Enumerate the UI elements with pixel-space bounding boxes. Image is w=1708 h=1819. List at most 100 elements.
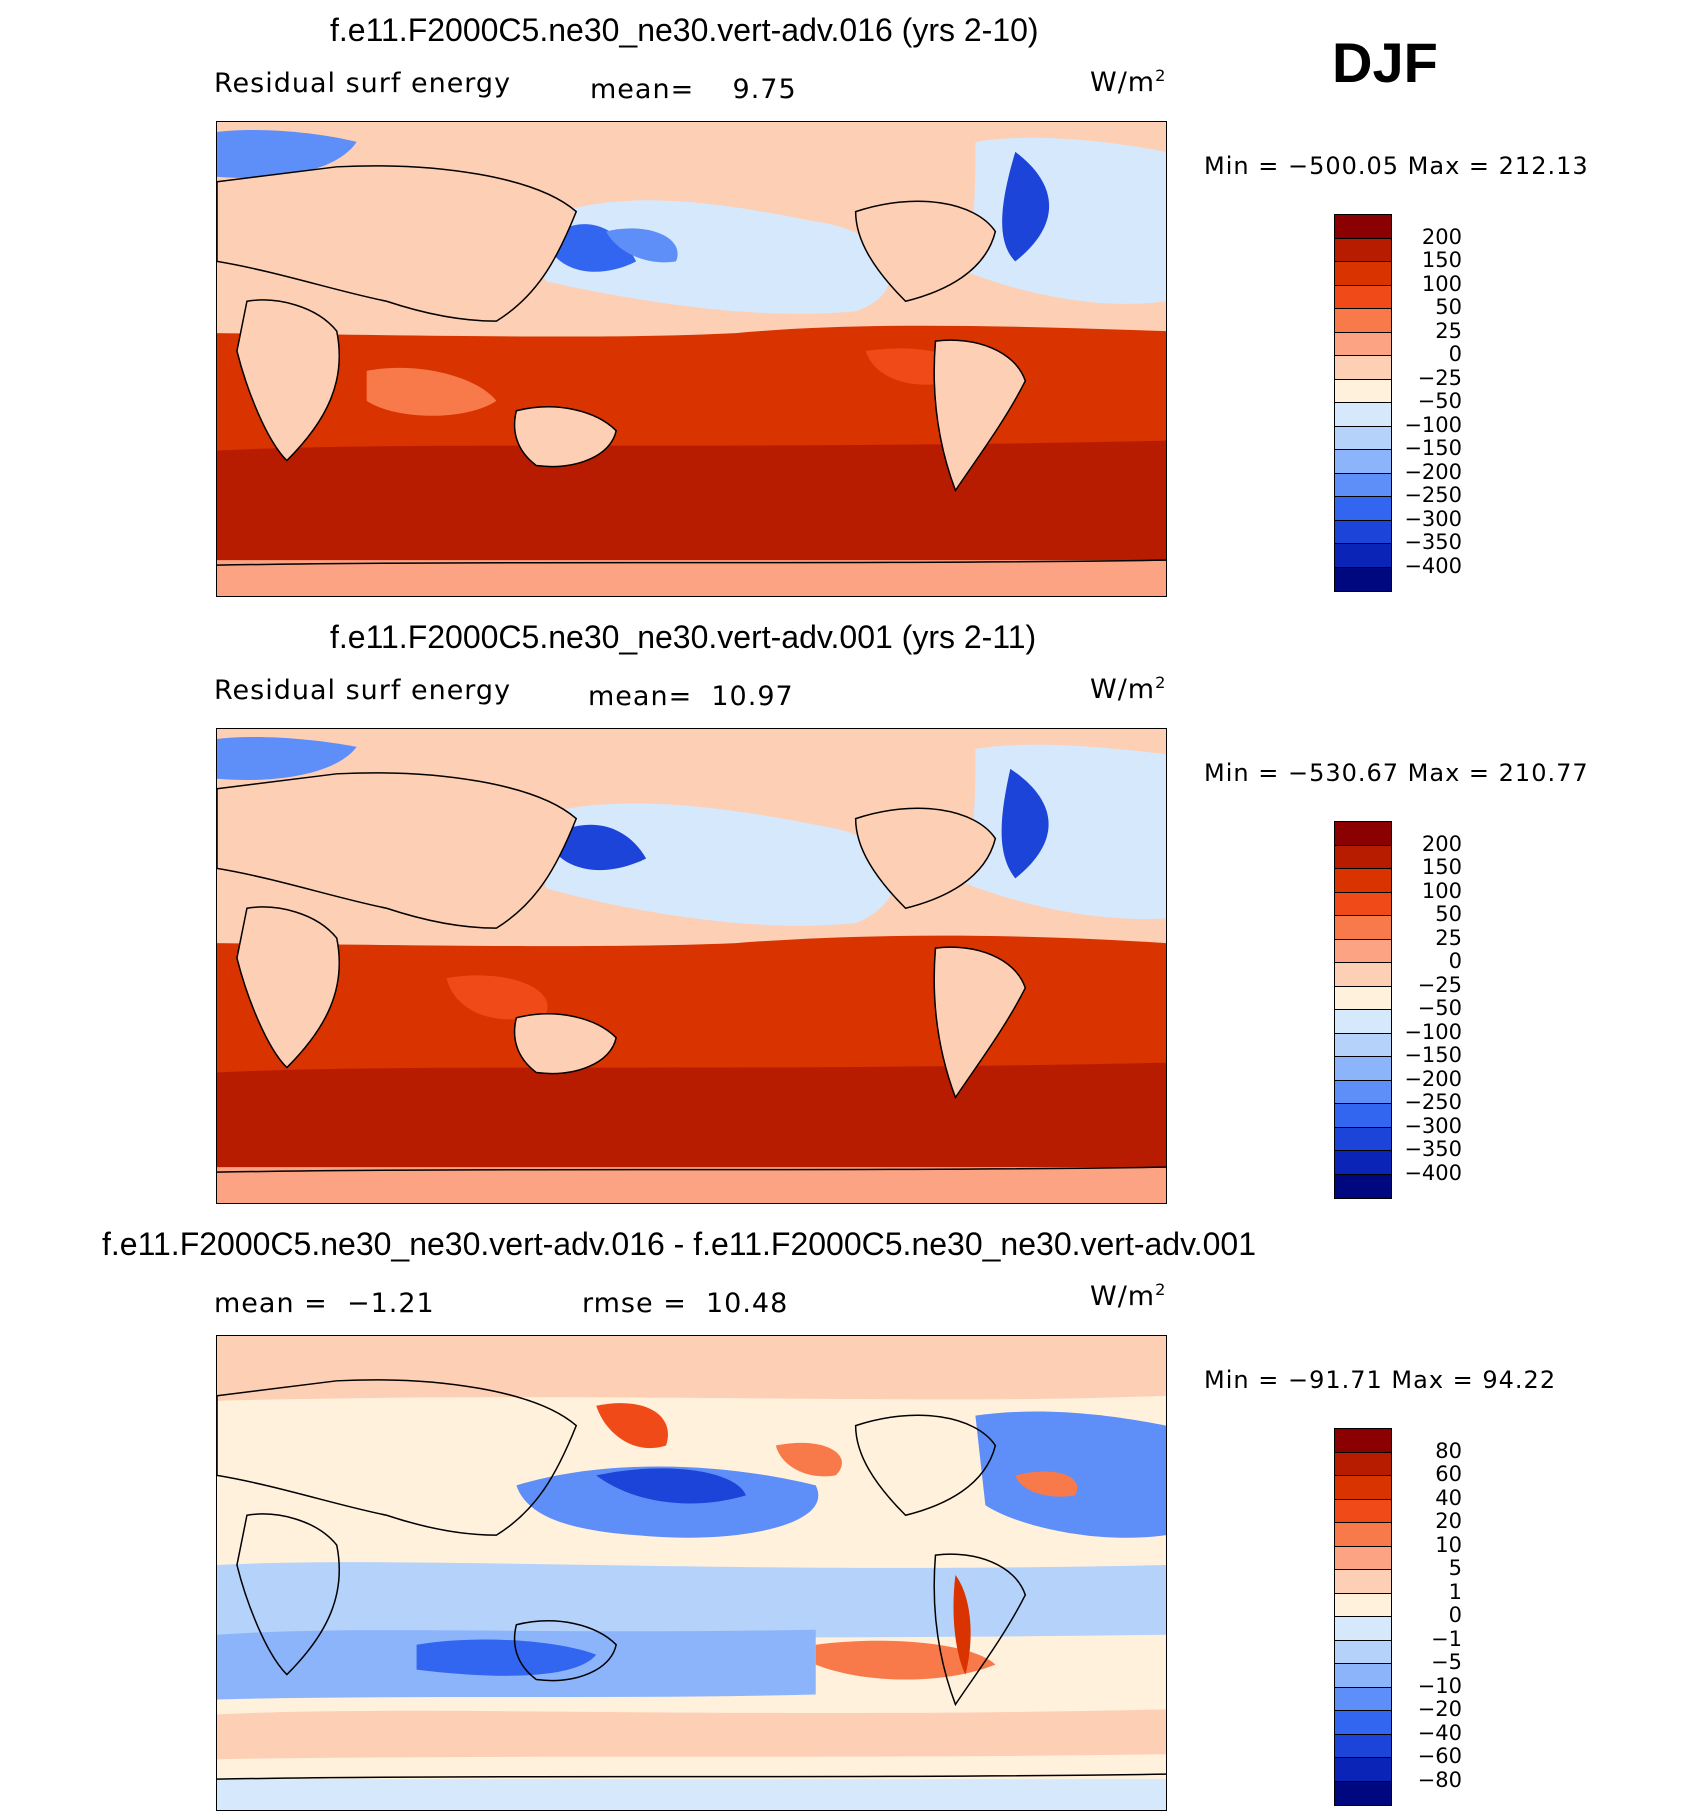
colorbar-swatch — [1335, 939, 1391, 963]
panel-2-mean-value: 10.97 — [711, 681, 794, 712]
colorbar-tick-label: 1 — [1448, 1579, 1462, 1604]
colorbar-swatch — [1335, 963, 1391, 987]
panel-2-units: W/m2 — [1090, 673, 1167, 705]
colorbar-swatch — [1335, 1033, 1391, 1057]
colorbar-tick-label: −60 — [1417, 1744, 1462, 1768]
colorbar-swatch — [1335, 309, 1391, 333]
colorbar-swatch — [1335, 1570, 1391, 1594]
panel-1-mean: mean= 9.75 — [590, 74, 797, 105]
colorbar-swatch — [1335, 1476, 1391, 1500]
panel-2-mean: mean= 10.97 — [588, 681, 794, 712]
colorbar-swatch — [1335, 1664, 1391, 1688]
panel-3-title: f.e11.F2000C5.ne30_ne30.vert-adv.016 - f… — [102, 1226, 1256, 1262]
panel-3-rmse: rmse = 10.48 — [582, 1288, 788, 1319]
colorbar-tick-label: −80 — [1417, 1767, 1462, 1792]
colorbar-swatch — [1335, 1617, 1391, 1641]
colorbar-tick-label: 50 — [1435, 295, 1462, 319]
colorbar-tick-label: 80 — [1435, 1438, 1462, 1463]
colorbar-swatch — [1335, 1104, 1391, 1128]
colorbar-tick-label: −150 — [1404, 1043, 1462, 1067]
colorbar-swatch — [1335, 1546, 1391, 1570]
colorbar-swatch — [1335, 1057, 1391, 1081]
colorbar-swatch — [1335, 1429, 1391, 1453]
panel-3-mean-label: mean = — [214, 1288, 328, 1319]
colorbar-tick-label: −150 — [1404, 436, 1462, 460]
colorbar-swatch — [1335, 869, 1391, 893]
colorbar-swatch — [1335, 215, 1391, 239]
colorbar-tick-label: −100 — [1404, 1019, 1462, 1044]
colorbar-tick-label: 0 — [1448, 342, 1462, 366]
colorbar-swatch — [1335, 356, 1391, 380]
colorbar-swatch — [1335, 332, 1391, 356]
colorbar-tick-label: −25 — [1417, 972, 1462, 997]
panel-2-map — [216, 728, 1167, 1204]
colorbar-swatch — [1335, 450, 1391, 474]
colorbar-tick-label: 50 — [1435, 902, 1462, 926]
colorbar-tick-label: −20 — [1417, 1697, 1462, 1721]
colorbar-tick-label: 60 — [1435, 1462, 1462, 1486]
panel-1-minmax: Min = −500.05 Max = 212.13 — [1204, 152, 1589, 180]
colorbar-tick-label: 100 — [1421, 878, 1462, 903]
colorbar-swatch — [1335, 845, 1391, 869]
colorbar-swatch — [1335, 1687, 1391, 1711]
colorbar-tick-label: −200 — [1404, 459, 1462, 484]
colorbar-tick-label: 20 — [1435, 1509, 1462, 1533]
colorbar-tick-label: −25 — [1417, 365, 1462, 390]
panel-1-mean-value: 9.75 — [732, 74, 797, 105]
colorbar-swatch — [1335, 916, 1391, 940]
colorbar-tick-label: −5 — [1431, 1650, 1462, 1674]
panel-1-contour-field — [217, 122, 1166, 596]
panel-3-rmse-label: rmse = — [582, 1288, 687, 1319]
colorbar-tick-label: 25 — [1435, 318, 1462, 343]
panel-1-map — [216, 121, 1167, 597]
colorbar-tick-label: 200 — [1421, 831, 1462, 856]
colorbar-swatch — [1335, 473, 1391, 497]
colorbar-tick-label: −100 — [1404, 412, 1462, 437]
colorbar-tick-label: 150 — [1421, 248, 1462, 272]
colorbar-tick-label: 150 — [1421, 855, 1462, 879]
panel-3-contour-field — [217, 1336, 1166, 1810]
colorbar-tick-label: 10 — [1435, 1532, 1462, 1557]
colorbar-tick-label: −400 — [1404, 553, 1462, 578]
colorbar-swatch — [1335, 1711, 1391, 1735]
colorbar-tick-label: −50 — [1417, 389, 1462, 413]
colorbar-swatch — [1335, 822, 1391, 846]
colorbar-tick-label: 40 — [1435, 1485, 1462, 1510]
colorbar-tick-label: −10 — [1417, 1673, 1462, 1698]
colorbar-swatch — [1335, 892, 1391, 916]
colorbar-swatch — [1335, 262, 1391, 286]
panel-2-minmax: Min = −530.67 Max = 210.77 — [1204, 759, 1589, 787]
colorbar-tick-label: 100 — [1421, 271, 1462, 296]
colorbar-swatch — [1335, 1734, 1391, 1758]
panel-3-map — [216, 1335, 1167, 1811]
colorbar-tick-label: −400 — [1404, 1160, 1462, 1185]
season-label: DJF — [1332, 31, 1438, 94]
colorbar-tick-label: 25 — [1435, 925, 1462, 950]
colorbar-tick-label: −250 — [1404, 1090, 1462, 1114]
colorbar-swatch — [1335, 1127, 1391, 1151]
colorbar-swatch — [1335, 1174, 1391, 1198]
panel-2-mean-label: mean= — [588, 681, 693, 712]
colorbar-tick-label: 200 — [1421, 224, 1462, 249]
colorbar-swatch — [1335, 497, 1391, 521]
colorbar-tick-label: −1 — [1431, 1626, 1462, 1651]
panel-2-colorbar — [1334, 821, 1392, 1199]
colorbar-tick-label: −350 — [1404, 1137, 1462, 1161]
colorbar-tick-label: 0 — [1448, 1603, 1462, 1627]
colorbar-tick-label: −250 — [1404, 483, 1462, 507]
colorbar-swatch — [1335, 1080, 1391, 1104]
colorbar-tick-label: −300 — [1404, 506, 1462, 531]
colorbar-tick-label: 5 — [1448, 1556, 1462, 1580]
colorbar-swatch — [1335, 1151, 1391, 1175]
colorbar-tick-label: −350 — [1404, 530, 1462, 554]
colorbar-swatch — [1335, 1010, 1391, 1034]
colorbar-swatch — [1335, 986, 1391, 1010]
panel-1-mean-label: mean= — [590, 74, 695, 105]
colorbar-swatch — [1335, 426, 1391, 450]
colorbar-swatch — [1335, 1758, 1391, 1782]
panel-1-colorbar — [1334, 214, 1392, 592]
colorbar-swatch — [1335, 379, 1391, 403]
colorbar-swatch — [1335, 544, 1391, 568]
colorbar-swatch — [1335, 403, 1391, 427]
panel-1-variable-label: Residual surf energy — [214, 68, 512, 99]
